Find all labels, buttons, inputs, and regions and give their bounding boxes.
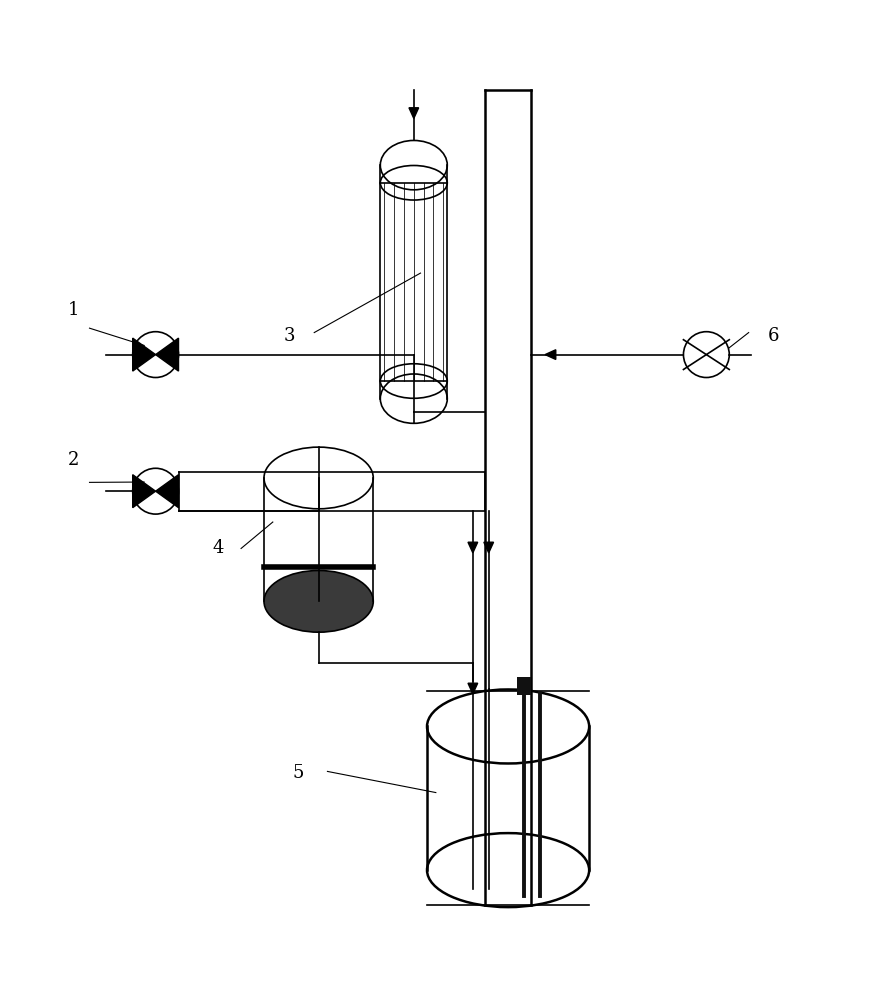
Polygon shape — [133, 338, 156, 371]
Polygon shape — [468, 683, 477, 694]
Polygon shape — [468, 542, 477, 553]
Text: 2: 2 — [67, 451, 79, 469]
Text: 4: 4 — [213, 539, 225, 557]
Text: 5: 5 — [293, 764, 303, 782]
Polygon shape — [484, 542, 493, 553]
Bar — [517, 677, 531, 695]
Text: 1: 1 — [67, 301, 79, 319]
Text: 6: 6 — [768, 327, 780, 345]
Polygon shape — [156, 338, 179, 371]
Polygon shape — [133, 475, 156, 508]
Polygon shape — [545, 350, 556, 359]
Text: 3: 3 — [284, 327, 295, 345]
Polygon shape — [409, 108, 419, 118]
Polygon shape — [156, 475, 179, 508]
Ellipse shape — [264, 570, 373, 632]
